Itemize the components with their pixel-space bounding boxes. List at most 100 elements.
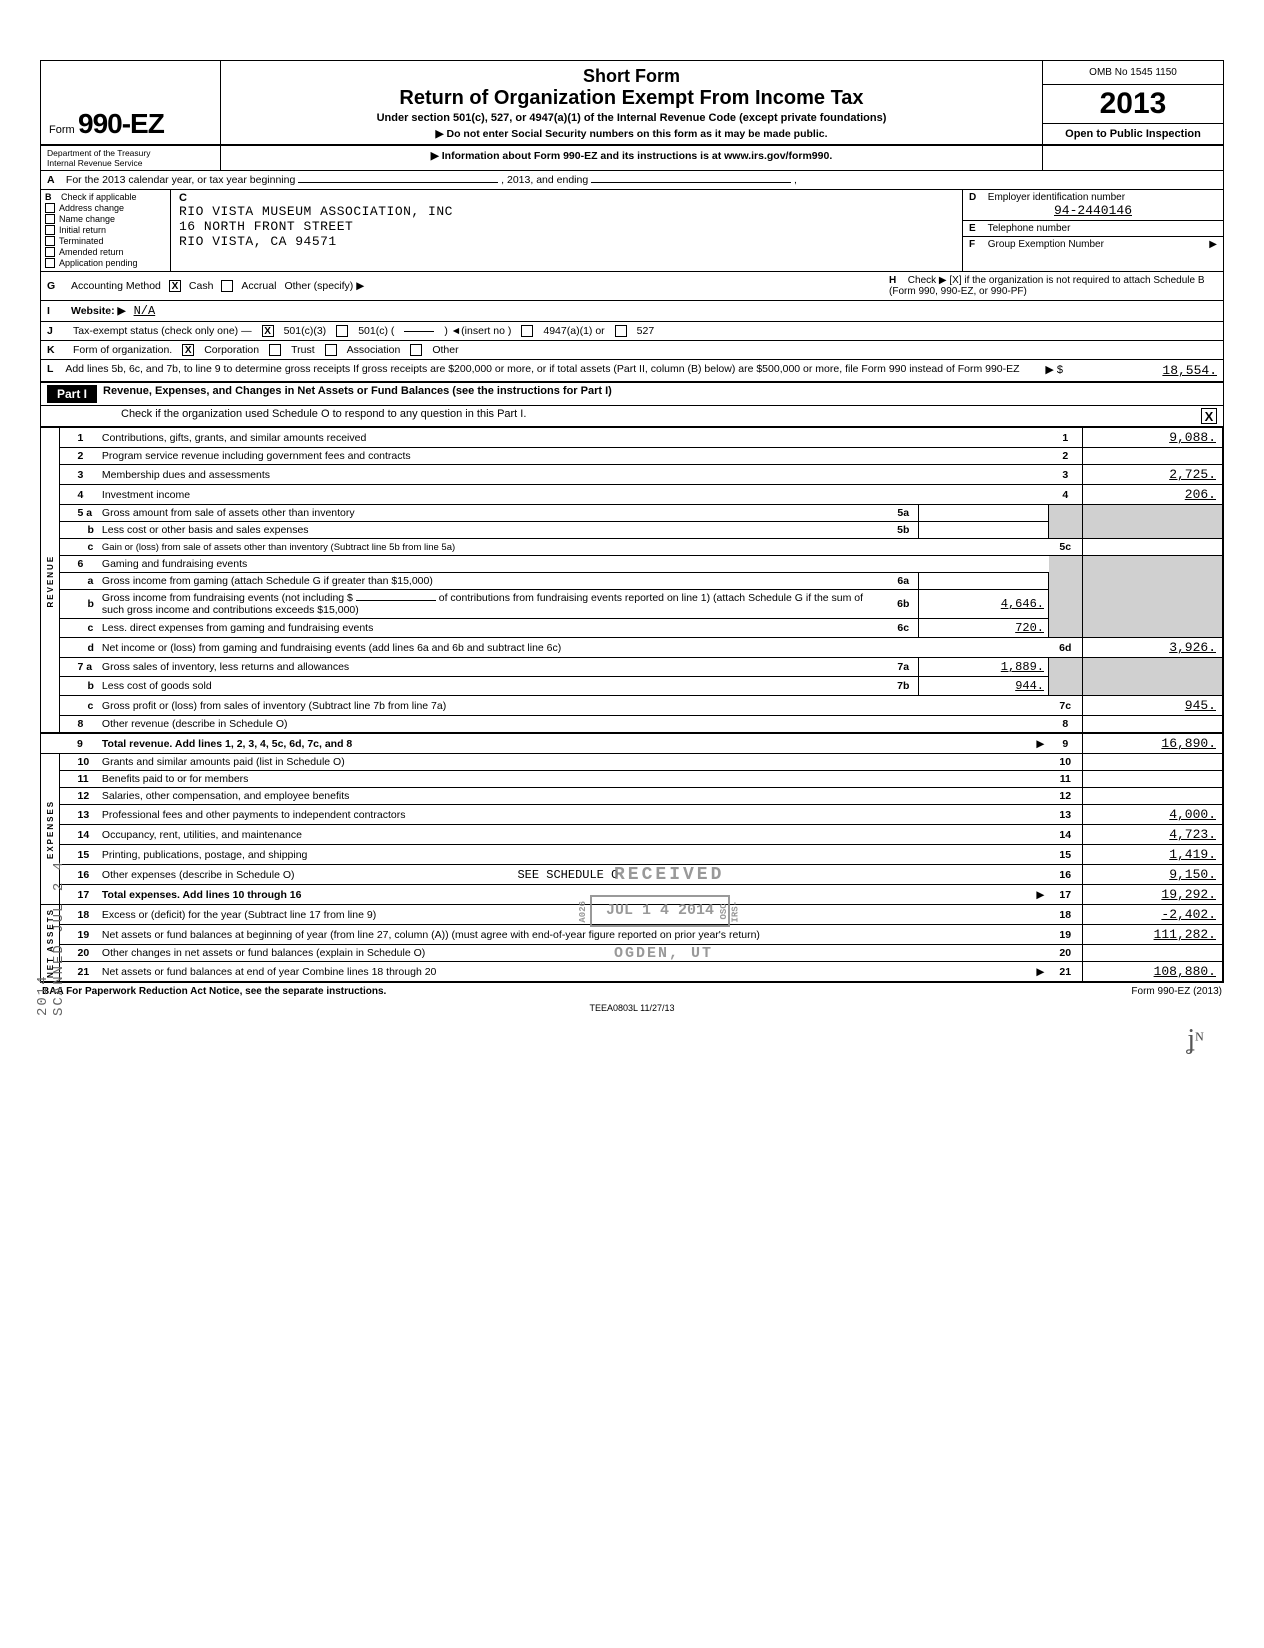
ln6d-desc: Net income or (loss) from gaming and fun…	[98, 638, 1049, 658]
lbl-corp: Corporation	[204, 344, 259, 356]
ln18-val: -2,402.	[1083, 905, 1223, 925]
signature-mark: ʝᶰ	[1187, 1024, 1204, 1056]
year-end-blank[interactable]	[591, 182, 791, 183]
footer-left: BAA For Paperwork Reduction Act Notice, …	[42, 986, 386, 997]
ln14-val: 4,723.	[1083, 825, 1223, 845]
ln2-val	[1083, 448, 1223, 465]
ln6b-blank[interactable]	[356, 600, 436, 601]
arrow-icon: ▶	[1209, 239, 1217, 250]
ln5a-sb: 5a	[889, 505, 919, 522]
dept-right-spacer	[1043, 146, 1223, 170]
chk-name-change[interactable]: Name change	[45, 214, 166, 224]
letter-i: I	[47, 305, 63, 317]
ln4-box: 4	[1049, 485, 1083, 505]
ln9-box: 9	[1049, 733, 1083, 754]
line-13: 13 Professional fees and other payments …	[41, 805, 1223, 825]
ln6d-box: 6d	[1049, 638, 1083, 658]
chk-assoc[interactable]	[325, 344, 337, 356]
stamp-ogden-box: OGDEN, UT	[600, 940, 727, 968]
lbl-501c: 501(c) (	[358, 325, 394, 337]
ln6a-num: a	[59, 573, 98, 590]
chk-other-org[interactable]	[410, 344, 422, 356]
lbl-other-method: Other (specify) ▶	[284, 280, 364, 292]
ln13-desc: Professional fees and other payments to …	[98, 805, 1049, 825]
year-begin-blank[interactable]	[298, 182, 498, 183]
ln14-box: 14	[1049, 825, 1083, 845]
ln7c-desc: Gross profit or (loss) from sales of inv…	[98, 696, 1049, 716]
lbl-app-pending: Application pending	[59, 258, 138, 268]
footer-mid-row: TEEA0803L 11/27/13	[40, 1000, 1224, 1016]
row-i: I Website: ▶ N/A	[41, 301, 883, 321]
ln7ab-shade	[1049, 658, 1083, 696]
ln17-desc: Total expenses. Add lines 10 through 16	[102, 889, 302, 901]
chk-accrual[interactable]	[221, 280, 233, 292]
col-b: BCheck if applicable Address change Name…	[41, 190, 171, 271]
ln11-box: 11	[1049, 771, 1083, 788]
lbl-cash: Cash	[189, 280, 214, 292]
chk-terminated[interactable]: Terminated	[45, 236, 166, 246]
ln7b-sb: 7b	[889, 677, 919, 696]
part1-check-row: Check if the organization used Schedule …	[41, 406, 1223, 427]
chk-trust[interactable]	[269, 344, 281, 356]
chk-initial-return[interactable]: Initial return	[45, 225, 166, 235]
chk-cash[interactable]: X	[169, 280, 181, 292]
ln6c-sb: 6c	[889, 619, 919, 638]
ln1-desc: Contributions, gifts, grants, and simila…	[98, 428, 1049, 448]
row-g: G Accounting Method XCash Accrual Other …	[41, 272, 883, 300]
row-h-cont	[883, 301, 1223, 321]
line-8: 8 Other revenue (describe in Schedule O)…	[41, 716, 1223, 734]
ln7a-sv: 1,889.	[919, 658, 1049, 677]
501c-insert[interactable]	[404, 331, 434, 332]
ln6a-sb: 6a	[889, 573, 919, 590]
ln6d-val: 3,926.	[1083, 638, 1223, 658]
ln12-desc: Salaries, other compensation, and employ…	[98, 788, 1049, 805]
instruct-1: ▶ Do not enter Social Security numbers o…	[229, 128, 1034, 140]
side-rev-end	[41, 733, 59, 754]
title-short: Short Form	[229, 66, 1034, 87]
chk-amended[interactable]: Amended return	[45, 247, 166, 257]
ln20-desc: Other changes in net assets or fund bala…	[98, 945, 1049, 962]
ln5b-sb: 5b	[889, 522, 919, 539]
ln10-val	[1083, 754, 1223, 771]
chk-501c3[interactable]: X	[262, 325, 274, 337]
chk-501c[interactable]	[336, 325, 348, 337]
ln5c-num: c	[59, 539, 98, 556]
footer: BAA For Paperwork Reduction Act Notice, …	[40, 983, 1224, 1000]
ln19-desc: Net assets or fund balances at beginning…	[98, 925, 1049, 945]
chk-4947[interactable]	[521, 325, 533, 337]
letter-j: J	[47, 325, 63, 337]
lbl-trust: Trust	[291, 344, 315, 356]
ln6b-sv: 4,646.	[919, 590, 1049, 619]
chk-app-pending[interactable]: Application pending	[45, 258, 166, 268]
ln2-box: 2	[1049, 448, 1083, 465]
ln12-val	[1083, 788, 1223, 805]
cell-e: E Telephone number	[963, 221, 1223, 237]
chk-schedule-o[interactable]: X	[1201, 408, 1217, 424]
ln5a-sv	[919, 505, 1049, 522]
ln7b-num: b	[59, 677, 98, 696]
col-c: C RIO VISTA MUSEUM ASSOCIATION, INC 16 N…	[171, 190, 963, 271]
ln8-num: 8	[59, 716, 98, 734]
chk-address-change[interactable]: Address change	[45, 203, 166, 213]
line-11: 11 Benefits paid to or for members 11	[41, 771, 1223, 788]
ln2-desc: Program service revenue including govern…	[98, 448, 1049, 465]
row-a-text: A For the 2013 calendar year, or tax yea…	[41, 171, 803, 189]
line-2: 2 Program service revenue including gove…	[41, 448, 1223, 465]
stamp-ogden: OGDEN, UT	[614, 944, 713, 964]
row-l-text: L Add lines 5b, 6c, and 7b, to line 9 to…	[41, 360, 1033, 381]
stamp-scanned: SCANNED JUL 2 4 2014	[35, 810, 67, 1016]
lbl-terminated: Terminated	[59, 236, 104, 246]
ln11-num: 11	[59, 771, 98, 788]
letter-l: L	[47, 363, 63, 375]
ln11-val	[1083, 771, 1223, 788]
line-1: REVENUE 1 Contributions, gifts, grants, …	[41, 428, 1223, 448]
ln10-desc: Grants and similar amounts paid (list in…	[98, 754, 1049, 771]
ln6-desc: Gaming and fundraising events	[98, 556, 1049, 573]
ln13-val: 4,000.	[1083, 805, 1223, 825]
ln6a-desc: Gross income from gaming (attach Schedul…	[98, 573, 889, 590]
chk-527[interactable]	[615, 325, 627, 337]
part1-check-text: Check if the organization used Schedule …	[121, 408, 1191, 420]
form-990ez: Form 990-EZ Short Form Return of Organiz…	[40, 60, 1224, 983]
checkbox-icon	[45, 247, 55, 257]
chk-corp[interactable]: X	[182, 344, 194, 356]
